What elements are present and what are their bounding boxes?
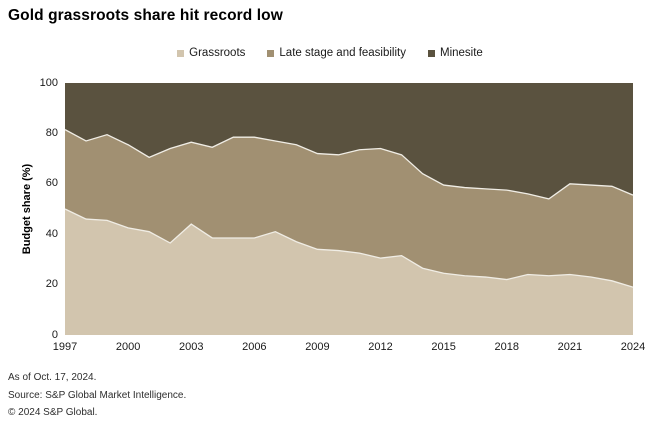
legend-label: Grassroots [189,47,246,59]
layer-boundary-line [65,208,633,288]
stacked-area-plot [65,83,633,335]
x-tick-label: 2018 [494,341,519,353]
footer-source: Source: S&P Global Market Intelligence. [8,389,187,401]
legend-item-minesite: Minesite [428,47,483,59]
area-grassroots [65,209,633,335]
x-tick-label: 2021 [557,341,583,353]
y-tick-label: 80 [45,126,58,139]
area-late-stage-and-feasibility [65,129,633,288]
chart-title: Gold grassroots share hit record low [8,7,283,24]
x-tick-label: 2003 [178,341,204,353]
y-tick-label: 0 [51,328,58,341]
y-tick-label: 60 [45,177,58,190]
footer-copyright: © 2024 S&P Global. [8,407,98,418]
legend-item-grassroots: Grassroots [177,47,245,59]
y-tick-label: 40 [45,227,58,240]
x-tick-label: 2009 [305,341,330,353]
x-tick-label: 2000 [115,341,141,353]
legend-swatch-icon [428,49,435,57]
y-tick-label: 100 [39,76,58,89]
legend-label: Late stage and feasibility [279,47,406,59]
footer-as-of: As of Oct. 17, 2024. [8,372,97,383]
footer: As of Oct. 17, 2024. Source: S&P Global … [8,369,186,422]
legend-label: Minesite [440,47,483,59]
x-tick-label: 1997 [52,341,78,353]
x-tick-label: 2006 [242,341,267,353]
x-tick-label: 2024 [620,341,646,353]
legend: Grassroots Late stage and feasibility Mine… [0,47,660,59]
y-axis-title: Budget share (%) [21,163,33,255]
x-tick-label: 2015 [431,341,456,353]
legend-swatch-icon [177,49,185,57]
x-tick-label: 2012 [368,341,393,353]
legend-item-late-stage-and-feasibility: Late stage and feasibility [267,47,406,59]
y-tick-label: 20 [45,278,58,291]
area-minesite [65,83,633,199]
legend-swatch-icon [267,49,275,57]
layer-boundary-line [65,129,633,200]
